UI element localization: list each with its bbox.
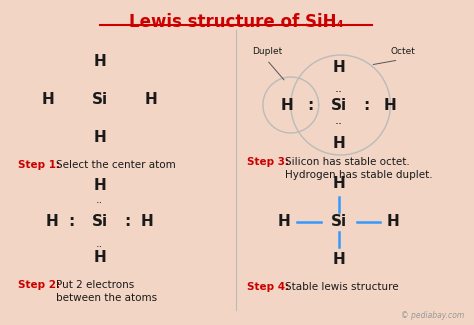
Text: Silicon has stable octet.
Hydrogen has stable duplet.: Silicon has stable octet. Hydrogen has s… (285, 157, 432, 180)
Text: Select the center atom: Select the center atom (56, 160, 175, 170)
Text: H: H (332, 176, 345, 191)
Text: :: : (364, 98, 370, 112)
Text: ..: .. (335, 83, 343, 96)
Text: Step 3:: Step 3: (247, 157, 289, 167)
Text: Octet: Octet (391, 47, 416, 57)
Text: Si: Si (91, 93, 108, 108)
Text: H: H (332, 59, 345, 74)
Text: Si: Si (330, 98, 346, 112)
Text: Step 1:: Step 1: (18, 160, 60, 170)
Text: :: : (124, 214, 131, 229)
Text: ..: .. (335, 114, 343, 127)
Text: H: H (332, 253, 345, 267)
Text: H: H (93, 251, 106, 266)
Text: Si: Si (330, 214, 346, 229)
Text: Step 4:: Step 4: (247, 282, 289, 292)
Text: © pediabay.com: © pediabay.com (401, 311, 464, 320)
Text: H: H (141, 214, 154, 229)
Text: H: H (277, 214, 290, 229)
Text: ..: .. (96, 239, 103, 249)
Text: H: H (332, 136, 345, 150)
Text: Lewis structure of SiH₄: Lewis structure of SiH₄ (128, 13, 344, 31)
Text: H: H (384, 98, 397, 112)
Text: ..: .. (96, 195, 103, 205)
Text: Stable lewis structure: Stable lewis structure (285, 282, 399, 292)
Text: Si: Si (91, 214, 108, 229)
Text: H: H (46, 214, 58, 229)
Text: H: H (93, 131, 106, 146)
Text: Duplet: Duplet (252, 47, 282, 57)
Text: H: H (281, 98, 293, 112)
Text: Step 2:: Step 2: (18, 280, 60, 290)
Text: Put 2 electrons
between the atoms: Put 2 electrons between the atoms (56, 280, 157, 303)
Text: H: H (387, 214, 400, 229)
Text: H: H (93, 178, 106, 193)
Text: :: : (308, 98, 314, 112)
Text: H: H (145, 93, 158, 108)
Text: :: : (69, 214, 75, 229)
Text: H: H (93, 55, 106, 70)
Text: H: H (41, 93, 54, 108)
